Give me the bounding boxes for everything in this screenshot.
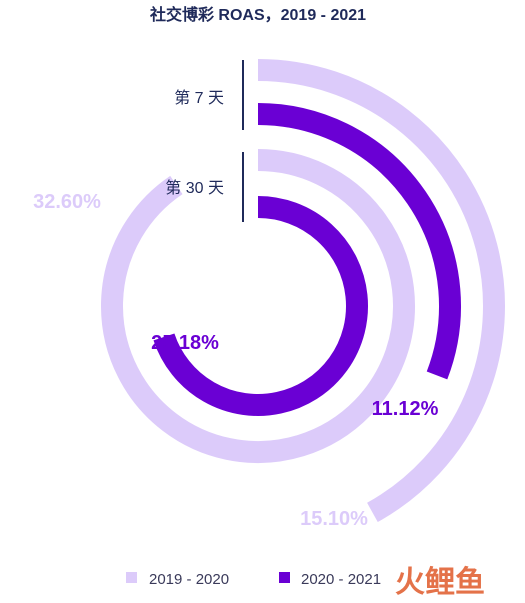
value-label-day7-2019: 15.10%	[300, 508, 368, 530]
arcs-group	[101, 59, 505, 523]
arc-day30-2020	[153, 196, 368, 416]
arc-day30-2019	[101, 149, 415, 463]
value-label-day7-2020: 11.12%	[372, 398, 439, 420]
legend-swatch-2020	[279, 572, 290, 583]
arc-day7-2019	[257, 59, 505, 523]
legend-label-2019: 2019 - 2020	[149, 571, 229, 588]
arc-day7-2020	[257, 103, 461, 380]
group-label-day7: 第 7 天	[174, 89, 224, 107]
legend-swatch-2019	[126, 572, 137, 583]
value-label-day30-2019: 32.60%	[33, 191, 101, 213]
group-label-day30: 第 30 天	[165, 179, 224, 197]
chart-title: 社交博彩 ROAS，2019 - 2021	[149, 5, 366, 24]
legend-label-2020: 2020 - 2021	[301, 571, 381, 588]
value-label-day30-2020: 25.18%	[151, 332, 219, 354]
watermark: 火鲤鱼	[395, 565, 485, 599]
